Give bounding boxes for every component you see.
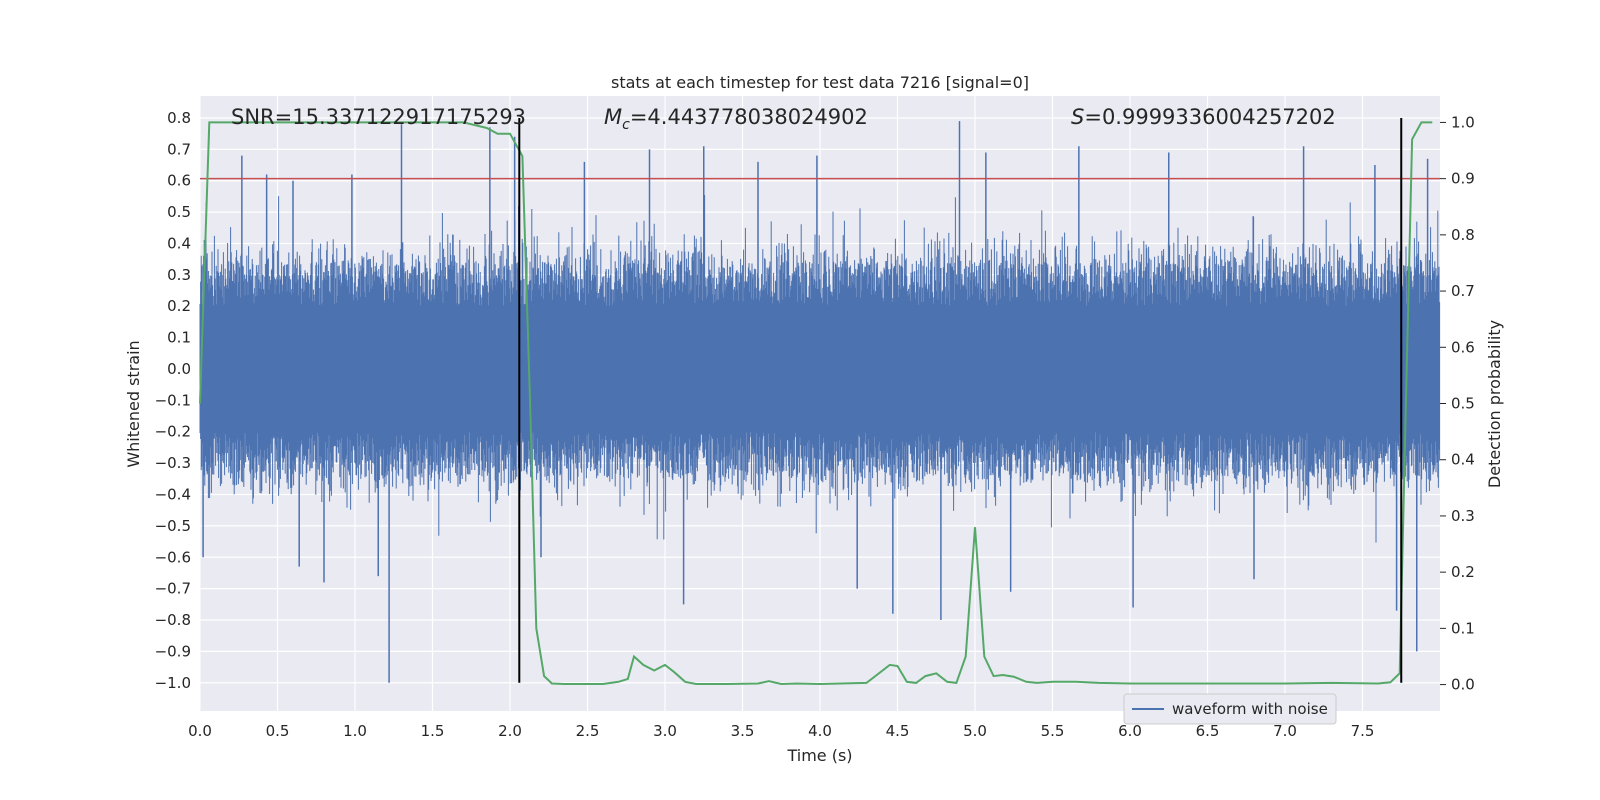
y-tick-label: −0.6 [155, 548, 191, 566]
y2-tick-label: 0.7 [1451, 282, 1475, 300]
x-tick-label: 3.0 [653, 722, 677, 740]
snr-statistic-annotation: S=0.9999336004257202 [1071, 105, 1336, 129]
x-tick-label: 1.0 [343, 722, 367, 740]
y-tick-label: 0.6 [167, 172, 191, 190]
y-tick-label: 0.7 [167, 140, 191, 158]
y2-tick-label: 0.2 [1451, 563, 1475, 581]
y-tick-labels: 0.8 0.7 0.6 0.5 0.4 0.3 0.2 0.1 0.0 −0.1 −0.2 −0.3 −… [155, 109, 191, 692]
x-tick-label: 7.0 [1273, 722, 1297, 740]
y-tick-label: −0.3 [155, 454, 191, 472]
y2-tick-label: 0.3 [1451, 507, 1475, 525]
x-tick-label: 2.0 [498, 722, 522, 740]
y2-tick-label: 0.9 [1451, 170, 1475, 188]
y-tick-label: −0.4 [155, 485, 191, 503]
y-tick-label: 0.2 [167, 297, 191, 315]
chirp-mass-value: =4.443778038024902 [630, 105, 868, 129]
chirp-mass-subscript: c [622, 117, 630, 133]
y2-tick-label: 0.5 [1451, 395, 1475, 413]
x-tick-label: 7.5 [1351, 722, 1375, 740]
x-tick-label: 3.5 [731, 722, 755, 740]
x-tick-label: 5.5 [1041, 722, 1065, 740]
x-tick-label: 4.5 [886, 722, 910, 740]
chirp-mass-symbol: M [604, 105, 622, 129]
y-tick-label: −0.7 [155, 580, 191, 598]
snr-annotation: SNR=15.337122917175293 [231, 105, 526, 129]
y2-tick-label: 0.4 [1451, 451, 1475, 469]
y-tick-label: 0.5 [167, 203, 191, 221]
y2-tick-label: 1.0 [1451, 113, 1475, 131]
x-tick-label: 1.5 [421, 722, 445, 740]
x-axis-label: Time (s) [786, 746, 852, 765]
y2-axis-label: Detection probability [1485, 320, 1504, 488]
x-tick-label: 0.0 [188, 722, 212, 740]
x-tick-label: 0.5 [266, 722, 290, 740]
chirp-mass-annotation: Mc=4.443778038024902 [604, 105, 868, 133]
y-tick-label: −1.0 [155, 674, 191, 692]
y-tick-label: −0.1 [155, 391, 191, 409]
y-tick-label: −0.9 [155, 642, 191, 660]
y-tick-label: −0.5 [155, 517, 191, 535]
x-tick-label: 5.0 [963, 722, 987, 740]
y-tick-label: −0.8 [155, 611, 191, 629]
y-tick-label: 0.4 [167, 234, 191, 252]
y-tick-label: 0.1 [167, 329, 191, 347]
overlay-lines [199, 117, 1440, 686]
y2-tick-labels: 1.0 0.9 0.8 0.7 0.6 0.5 0.4 0.3 0.2 0.1 0.0 [1440, 113, 1475, 694]
y-tick-label: −0.2 [155, 423, 191, 441]
waveform-noise [199, 121, 1441, 683]
y2-tick-label: 0.1 [1451, 619, 1475, 637]
y-tick-label: 0.8 [167, 109, 191, 127]
statistic-symbol: S [1071, 105, 1084, 129]
legend-label: waveform with noise [1172, 700, 1328, 718]
chart-title: stats at each timestep for test data 721… [611, 73, 1029, 92]
y2-tick-label: 0.8 [1451, 226, 1475, 244]
y-tick-label: 0.3 [167, 266, 191, 284]
detection-probability-line [199, 121, 1433, 686]
y2-tick-label: 0.6 [1451, 338, 1475, 356]
x-tick-label: 6.5 [1196, 722, 1220, 740]
x-tick-label: 4.0 [808, 722, 832, 740]
statistic-value: =0.9999336004257202 [1084, 105, 1335, 129]
x-tick-label: 6.0 [1118, 722, 1142, 740]
y-tick-label: 0.0 [167, 360, 191, 378]
waveform-noise-band [199, 195, 1441, 543]
y2-tick-label: 0.0 [1451, 676, 1475, 694]
legend: waveform with noise [1123, 693, 1337, 725]
legend-box [1123, 693, 1337, 725]
x-tick-label: 2.5 [576, 722, 600, 740]
y-axis-label: Whitened strain [124, 340, 143, 467]
x-tick-labels: 0.0 0.5 1.0 1.5 2.0 2.5 3.0 3.5 4.0 4.5 5.0 5.5 6.0 6… [188, 722, 1374, 740]
